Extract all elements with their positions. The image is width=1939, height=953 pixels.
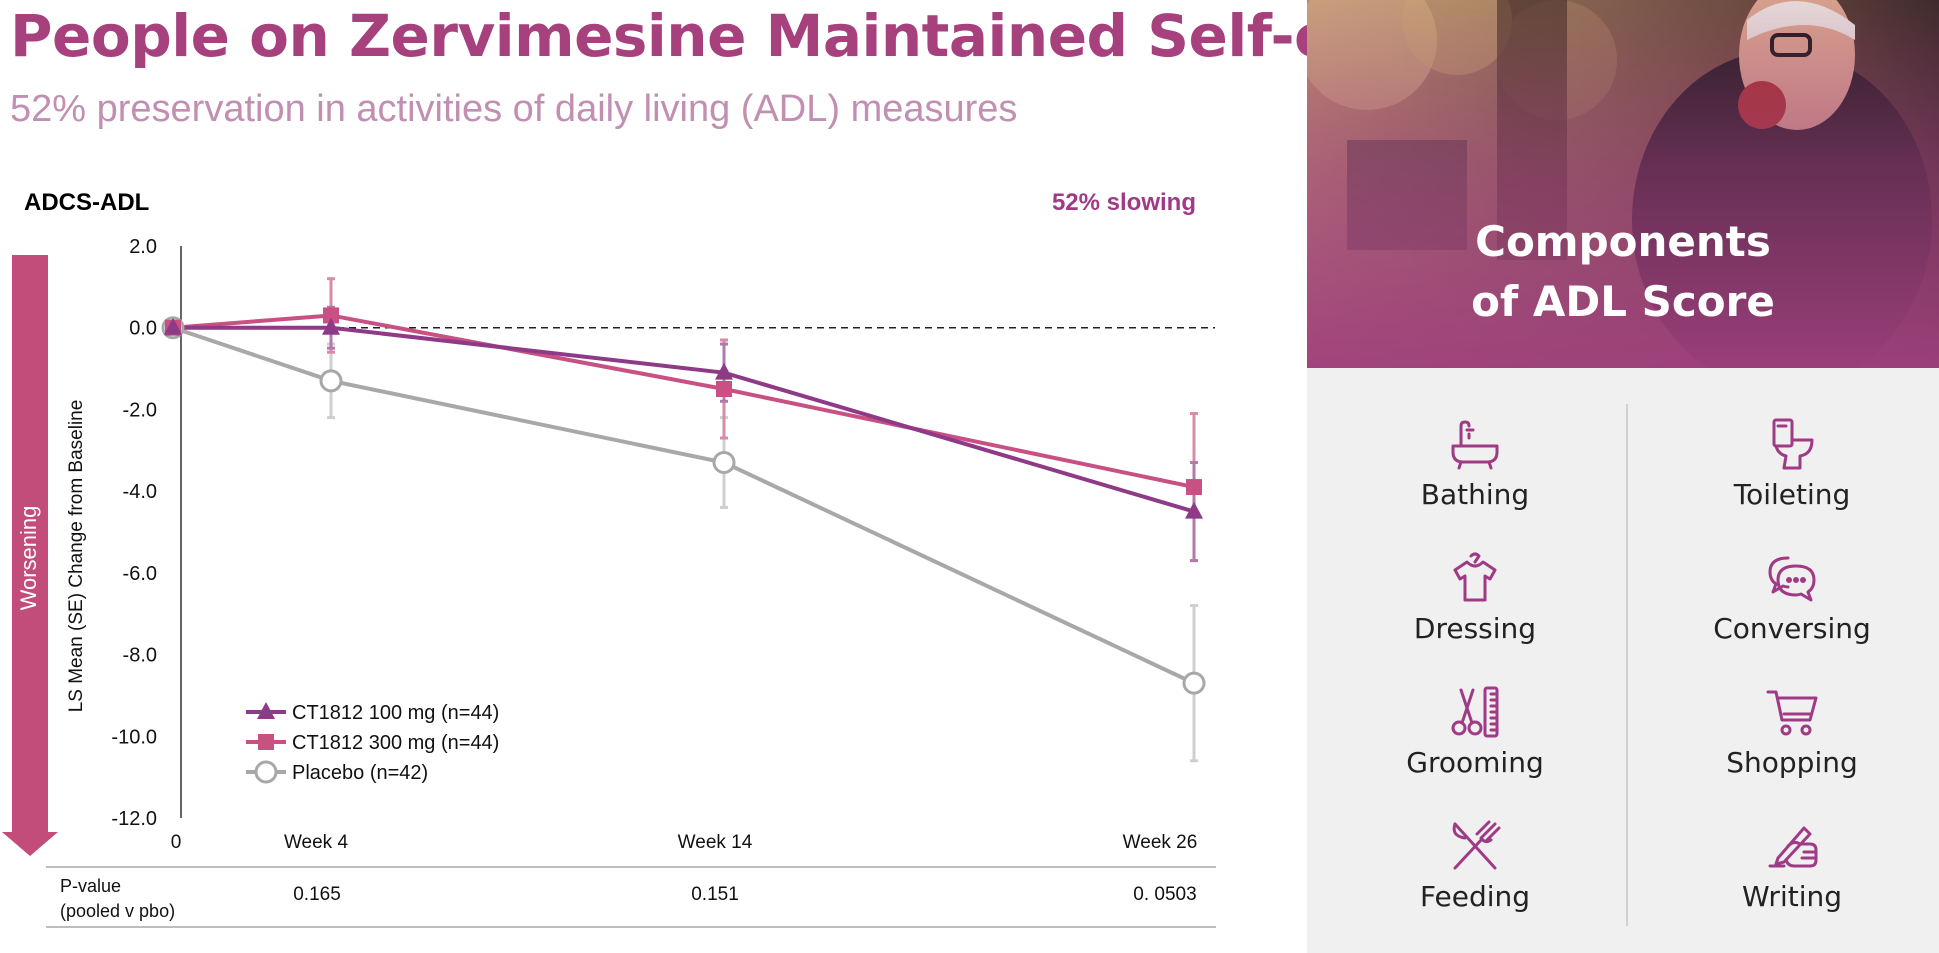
data-point-1-1 [323, 307, 339, 324]
data-point-0-1 [322, 317, 340, 335]
toilet-icon [1772, 418, 1814, 470]
scissors-comb-icon [1451, 686, 1499, 738]
error-bars-1 [327, 277, 1198, 563]
adl-label-conversing: Conversing [1713, 612, 1871, 645]
series-line-0 [173, 325, 1195, 514]
error-bars-0 [327, 305, 1198, 563]
data-point-0-3 [1185, 501, 1203, 519]
adl-item-toileting: Toileting [1667, 416, 1917, 511]
column-divider [1626, 404, 1628, 926]
y-tick-label: -2.0 [123, 399, 157, 421]
adl-item-writing: Writing [1667, 818, 1917, 913]
adl-label-writing: Writing [1742, 880, 1842, 913]
adl-item-conversing: Conversing [1667, 550, 1917, 645]
chart-title: ADCS-ADL [24, 189, 149, 216]
data-point-0-0 [164, 317, 182, 335]
y-tick-label: 0.0 [129, 318, 157, 340]
y-tick-label: -8.0 [123, 645, 157, 667]
pvalue-label-line1: P-value [60, 876, 122, 896]
data-point-0-2 [715, 362, 733, 380]
worsening-arrow [2, 255, 58, 856]
legend-marker [254, 760, 278, 784]
x-tick-label: Week 14 [678, 832, 753, 853]
pvalue-week14: 0.151 [691, 884, 739, 905]
adl-item-shopping: Shopping [1667, 684, 1917, 779]
adl-item-bathing: Bathing [1350, 416, 1600, 511]
legend-label: CT1812 300 mg (n=44) [292, 732, 499, 754]
legend-label: CT1812 100 mg (n=44) [292, 702, 499, 724]
adl-label-toileting: Toileting [1733, 478, 1851, 511]
adl-label-dressing: Dressing [1413, 612, 1537, 645]
writing-hand-icon [1768, 826, 1818, 868]
data-point-1-3 [1186, 479, 1202, 496]
slowing-annotation: 52% slowing [1052, 189, 1196, 216]
x-tick-label: Week 4 [284, 832, 349, 853]
panel-title-line2: of ADL Score [1471, 277, 1775, 326]
adl-components-panel: Bathing Toileting Dressing Conversing [1307, 368, 1939, 953]
panel-title: Components of ADL Score [1307, 212, 1939, 332]
pvalue-table: P-value (pooled v pbo) 0.165 0.151 0. 05… [46, 866, 1216, 928]
fork-knife-icon [1452, 820, 1501, 870]
series-line-1 [172, 313, 1195, 490]
pvalue-label-line2: (pooled v pbo) [60, 901, 176, 921]
shopping-cart-icon [1766, 690, 1818, 736]
adl-label-grooming: Grooming [1406, 746, 1544, 779]
pvalue-row-label: P-value (pooled v pbo) [60, 874, 175, 924]
elderly-man-eating-apple-photo [1307, 0, 1939, 368]
y-tick-label: -6.0 [123, 563, 157, 585]
pvalue-week26: 0. 0503 [1133, 884, 1197, 905]
adl-item-grooming: Grooming [1350, 684, 1600, 779]
data-point-2-1 [319, 369, 343, 393]
hero-photo-panel: Components of ADL Score [1307, 0, 1939, 368]
shirt-icon [1453, 552, 1497, 602]
y-tick-label: -10.0 [111, 726, 157, 748]
x-tick-label: 0 [171, 832, 182, 853]
bathtub-icon [1451, 420, 1499, 470]
adl-item-dressing: Dressing [1350, 550, 1600, 645]
adl-item-feeding: Feeding [1350, 818, 1600, 913]
data-point-2-2 [712, 451, 736, 475]
legend-marker [257, 702, 275, 719]
adl-label-feeding: Feeding [1419, 880, 1531, 913]
y-tick-label: 2.0 [129, 236, 157, 258]
y-tick-label: -4.0 [123, 481, 157, 503]
data-point-1-2 [716, 381, 732, 397]
legend-label: Placebo (n=42) [292, 762, 428, 784]
page-title: People on Zervimesine Maintained Self-ca… [10, 2, 1434, 70]
legend-marker [258, 734, 274, 750]
adl-label-bathing: Bathing [1420, 478, 1530, 511]
panel-title-line1: Components [1475, 217, 1771, 266]
x-tick-label: Week 26 [1123, 832, 1198, 853]
y-axis-title: LS Mean (SE) Change from Baseline [66, 400, 87, 713]
series-line-2 [172, 325, 1195, 685]
adl-chart: Worsening ADCS-ADL 52% slowing LS Mean (… [2, 189, 1215, 856]
adl-label-shopping: Shopping [1726, 746, 1858, 779]
speech-bubbles-icon [1768, 556, 1816, 602]
data-point-2-3 [1182, 671, 1206, 695]
pvalue-week4: 0.165 [293, 884, 341, 905]
page-subtitle: 52% preservation in activities of daily … [10, 88, 1018, 130]
worsening-label: Worsening [16, 506, 41, 611]
y-tick-label: -12.0 [111, 808, 157, 830]
